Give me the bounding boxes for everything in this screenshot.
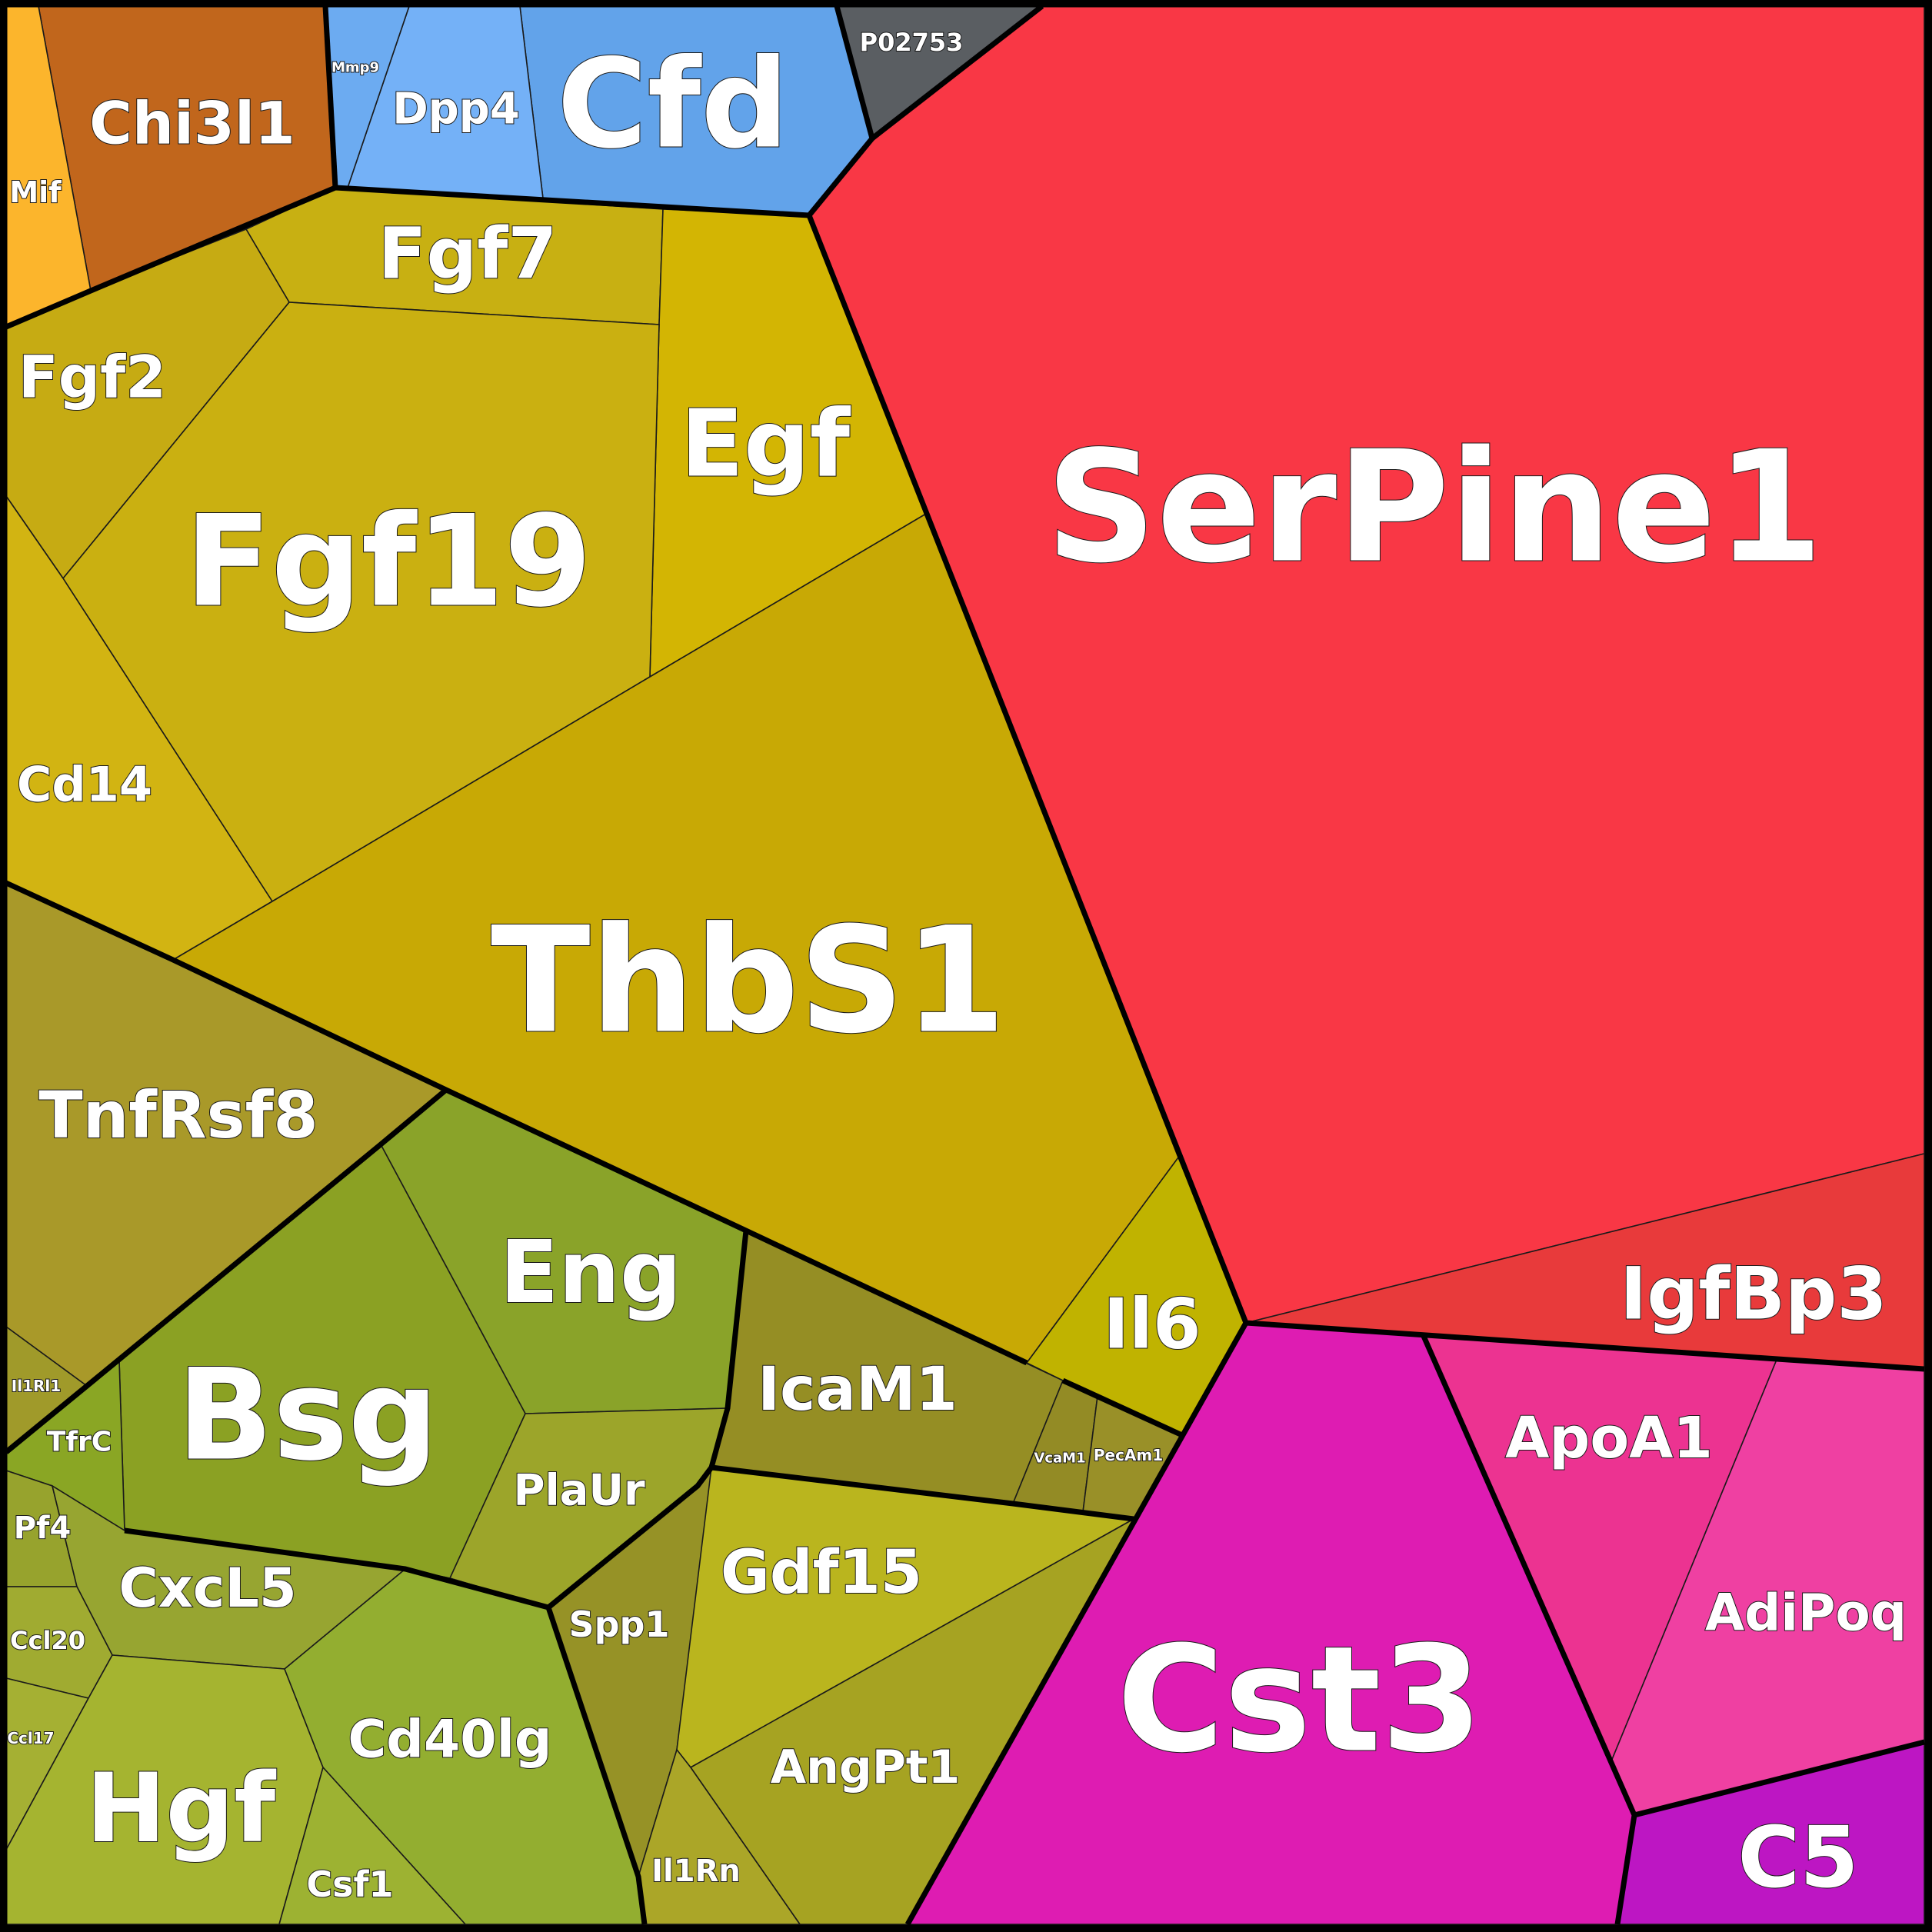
label-egf: Egf [681,391,851,498]
label-c5: C5 [1737,1808,1858,1907]
cell-csf1 [278,1766,467,1925]
label-ccl20: Ccl20 [10,1626,85,1655]
label-tnfrsf8: TnfRsf8 [38,1078,318,1153]
label-vcam1: VcaM1 [1034,1451,1085,1467]
label-chi3l1: Chi3l1 [89,89,295,158]
label-hgf: Hgf [86,1754,278,1864]
label-fgf19: Fgf19 [185,488,592,635]
label-ccl17: Ccl17 [7,1729,54,1747]
label-cd40lg: Cd40lg [348,1710,551,1770]
label-tfrc: TfrC [47,1427,112,1458]
label-eng: Eng [500,1223,681,1323]
label-cst3: Cst3 [1117,1615,1483,1785]
label-cfd: Cfd [557,32,789,176]
label-adipoq: AdiPoq [1705,1584,1907,1643]
label-serpine1: SerPine1 [1046,418,1824,598]
label-fgf2: Fgf2 [18,343,166,411]
label-spp1: Spp1 [569,1604,670,1645]
label-mmp9: Mmp9 [331,60,379,76]
label-csf1: Csf1 [306,1864,393,1905]
cell-il1rn [638,1748,801,1925]
label-pf4: Pf4 [14,1511,72,1546]
label-icam1: IcaM1 [758,1355,958,1424]
label-plaur: PlaUr [513,1466,645,1516]
label-igfbp3: IgfBp3 [1620,1253,1887,1337]
label-il1rn: Il1Rn [651,1854,741,1889]
label-p02753: P02753 [860,28,964,57]
label-il6: Il6 [1104,1284,1201,1365]
label-il1rl1: Il1Rl1 [12,1377,61,1395]
label-fgf7: Fgf7 [378,213,558,295]
label-cxcl5: CxcL5 [118,1557,296,1620]
label-mif: Mif [9,175,62,209]
label-pecam1: PecAm1 [1094,1446,1163,1464]
label-apoa1: ApoA1 [1505,1405,1713,1471]
label-cd14: Cd14 [17,757,152,813]
label-dpp4: Dpp4 [392,85,520,135]
label-bsg: Bsg [177,1342,438,1489]
label-thbs1: ThbS1 [491,896,1006,1066]
label-angpt1: AngPt1 [771,1740,961,1794]
label-gdf15: Gdf15 [721,1538,922,1607]
